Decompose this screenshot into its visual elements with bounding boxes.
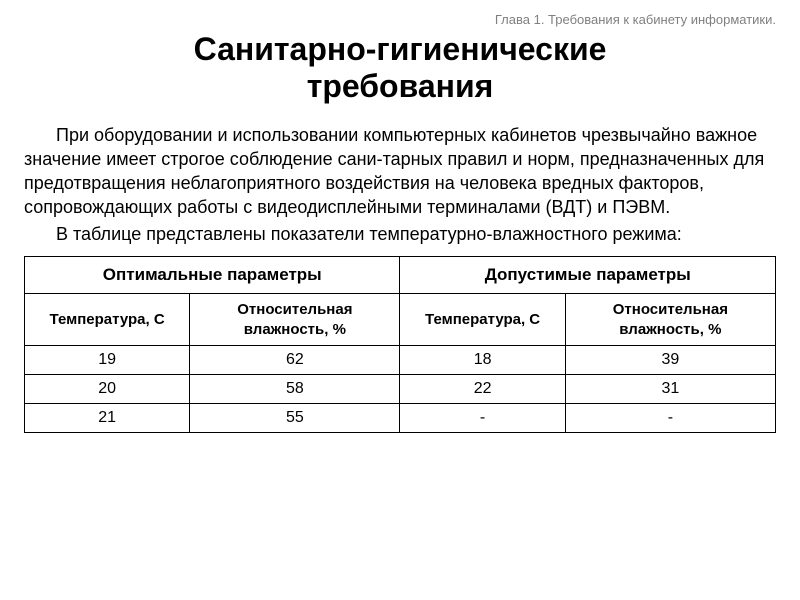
table-row: 20 58 22 31 [25,375,776,404]
group-header-acceptable: Допустимые параметры [400,257,776,294]
intro-paragraph-1: При оборудовании и использовании компьют… [24,123,776,220]
sub-header-temp-opt: Температура, С [25,294,190,346]
parameters-table: Оптимальные параметры Допустимые парамет… [24,256,776,433]
table-group-header-row: Оптимальные параметры Допустимые парамет… [25,257,776,294]
cell-r1c3: 31 [565,375,775,404]
cell-r1c0: 20 [25,375,190,404]
cell-r2c1: 55 [190,404,400,433]
title-line-2: требования [307,68,494,104]
cell-r0c2: 18 [400,346,565,375]
sub-header-humid-acc: Относительная влажность, % [565,294,775,346]
cell-r0c1: 62 [190,346,400,375]
sub-header-temp-acc: Температура, С [400,294,565,346]
title-line-1: Санитарно-гигиенические [194,31,607,67]
table-row: 19 62 18 39 [25,346,776,375]
cell-r2c0: 21 [25,404,190,433]
group-header-optimal: Оптимальные параметры [25,257,400,294]
intro-paragraph-2: В таблице представлены показатели темпер… [24,222,776,246]
table-row: 21 55 - - [25,404,776,433]
cell-r2c2: - [400,404,565,433]
cell-r2c3: - [565,404,775,433]
chapter-header: Глава 1. Требования к кабинету информати… [24,12,776,27]
cell-r1c1: 58 [190,375,400,404]
sub-header-humid-opt: Относительная влажность, % [190,294,400,346]
page-title: Санитарно-гигиенические требования [24,31,776,105]
cell-r0c3: 39 [565,346,775,375]
cell-r0c0: 19 [25,346,190,375]
cell-r1c2: 22 [400,375,565,404]
table-sub-header-row: Температура, С Относительная влажность, … [25,294,776,346]
